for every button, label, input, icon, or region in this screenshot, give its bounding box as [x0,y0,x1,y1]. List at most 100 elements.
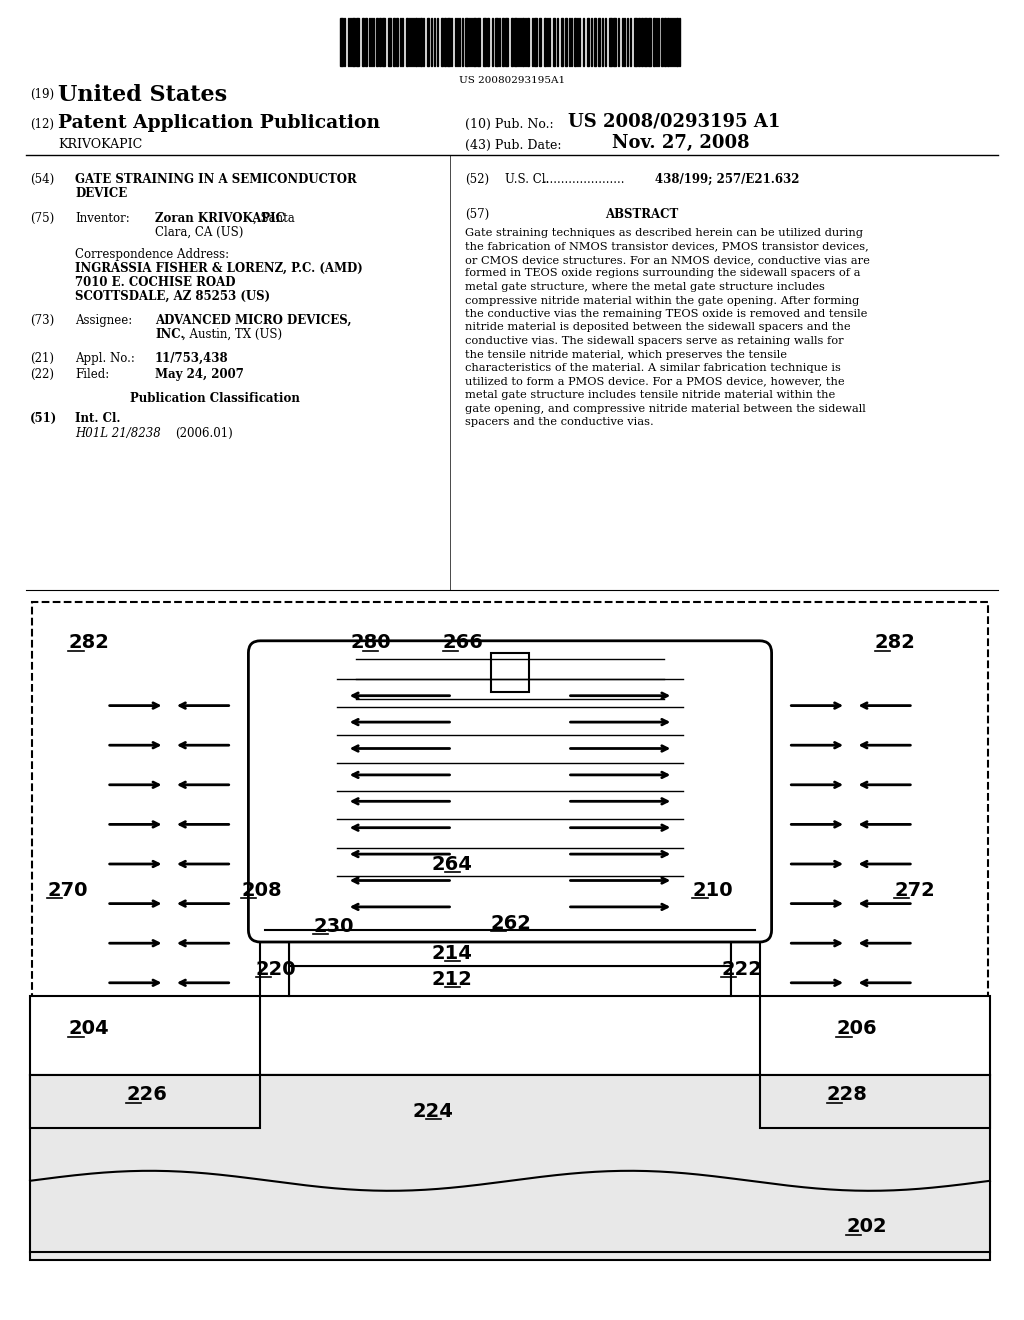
Bar [356,18,359,66]
Bar [505,18,508,66]
Text: 224: 224 [413,1102,454,1121]
Bar [676,18,678,66]
Bar [30,1073,990,1258]
Bar [447,18,450,66]
Text: spacers and the conductive vias.: spacers and the conductive vias. [465,417,653,426]
Bar [483,18,486,66]
Bar [393,18,395,66]
Text: 226: 226 [126,1085,167,1105]
Text: May 24, 2007: May 24, 2007 [155,368,244,381]
Bar [587,18,589,66]
Text: 266: 266 [442,634,483,652]
Bar [760,1076,990,1129]
Text: (57): (57) [465,209,489,220]
Bar [613,18,616,66]
Bar [574,18,575,66]
Bar [477,18,480,66]
Text: (52): (52) [465,173,489,186]
Text: 282: 282 [874,634,915,652]
Text: 220: 220 [256,960,296,979]
Text: metal gate structure, where the metal gate structure includes: metal gate structure, where the metal ga… [465,282,825,292]
Text: Zoran KRIVOKAPIC: Zoran KRIVOKAPIC [155,213,285,224]
Text: conductive vias. The sidewall spacers serve as retaining walls for: conductive vias. The sidewall spacers se… [465,337,844,346]
Text: 202: 202 [846,1217,887,1237]
Text: Assignee:: Assignee: [75,314,132,327]
Text: Gate straining techniques as described herein can be utilized during: Gate straining techniques as described h… [465,228,863,238]
Text: Publication Classification: Publication Classification [130,392,300,405]
Text: Clara, CA (US): Clara, CA (US) [155,226,244,239]
Text: 438/199; 257/E21.632: 438/199; 257/E21.632 [655,173,800,186]
Bar [487,18,489,66]
Text: 228: 228 [826,1085,867,1105]
Text: (75): (75) [30,213,54,224]
Bar [289,931,731,966]
Text: 210: 210 [692,880,733,900]
Text: GATE STRAINING IN A SEMICONDUCTOR: GATE STRAINING IN A SEMICONDUCTOR [75,173,356,186]
Bar [415,18,417,66]
Text: Inventor:: Inventor: [75,213,130,224]
Bar [406,18,408,66]
Text: 282: 282 [69,634,110,652]
Bar [379,18,381,66]
Text: INC.: INC. [155,327,184,341]
Text: 280: 280 [350,634,391,652]
Text: Appl. No.:: Appl. No.: [75,352,135,366]
Bar [441,18,443,66]
Text: ADVANCED MICRO DEVICES,: ADVANCED MICRO DEVICES, [155,314,351,327]
Bar [444,18,446,66]
Bar [502,18,504,66]
Bar [376,18,378,66]
Text: 11/753,438: 11/753,438 [155,352,228,366]
Text: Patent Application Publication: Patent Application Publication [58,114,380,132]
Bar [731,931,760,997]
Text: compressive nitride material within the gate opening. After forming: compressive nitride material within the … [465,296,859,305]
Bar [760,997,990,1076]
Bar [289,966,731,997]
Text: (51): (51) [30,412,57,425]
Bar [362,18,364,66]
Text: formed in TEOS oxide regions surrounding the sidewall spacers of a: formed in TEOS oxide regions surrounding… [465,268,860,279]
Bar [260,931,289,997]
Bar [544,18,546,66]
Bar [490,653,529,693]
Text: the tensile nitride material, which preserves the tensile: the tensile nitride material, which pres… [465,350,787,359]
Bar [527,18,529,66]
Text: United States: United States [58,84,227,106]
Bar [653,18,655,66]
Text: US 2008/0293195 A1: US 2008/0293195 A1 [568,114,780,131]
Bar [594,18,596,66]
Bar [565,18,567,66]
Bar [388,18,391,66]
Bar [534,18,537,66]
Text: (54): (54) [30,173,54,186]
Text: (2006.01): (2006.01) [175,426,232,440]
Text: SCOTTSDALE, AZ 85253 (US): SCOTTSDALE, AZ 85253 (US) [75,290,270,304]
Bar [662,18,663,66]
Bar [667,18,669,66]
Text: (73): (73) [30,314,54,327]
Bar [522,18,524,66]
Text: characteristics of the material. A similar fabrication technique is: characteristics of the material. A simil… [465,363,841,374]
Text: ABSTRACT: ABSTRACT [605,209,679,220]
Text: 7010 E. COCHISE ROAD: 7010 E. COCHISE ROAD [75,276,236,289]
Bar [638,18,640,66]
Text: INGRASSIA FISHER & LORENZ, P.C. (AMD): INGRASSIA FISHER & LORENZ, P.C. (AMD) [75,261,362,275]
Bar [465,18,468,66]
Bar [553,18,555,66]
Text: 208: 208 [242,880,282,900]
Text: 264: 264 [432,854,473,874]
Text: Int. Cl.: Int. Cl. [75,412,121,425]
Text: 262: 262 [490,913,531,933]
Text: , Austin, TX (US): , Austin, TX (US) [182,327,283,341]
Text: (12): (12) [30,117,54,131]
Text: DEVICE: DEVICE [75,187,127,201]
Bar [30,1076,990,1261]
Bar [352,18,355,66]
Text: U.S. Cl.: U.S. Cl. [505,173,549,186]
Text: 270: 270 [47,880,88,900]
Bar [644,18,647,66]
Text: (10) Pub. No.:: (10) Pub. No.: [465,117,554,131]
Bar [539,18,541,66]
Bar [648,18,651,66]
Text: the fabrication of NMOS transistor devices, PMOS transistor devices,: the fabrication of NMOS transistor devic… [465,242,868,252]
